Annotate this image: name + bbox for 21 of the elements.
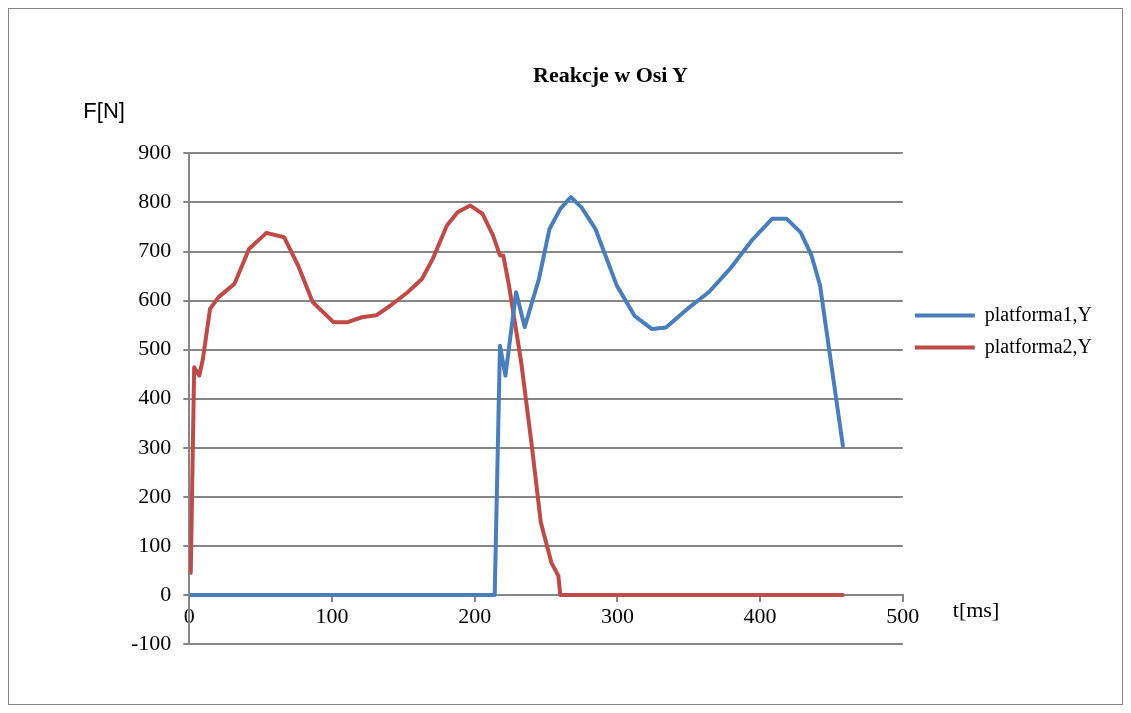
y-tick-label: 0	[160, 580, 172, 606]
x-tick-label: 400	[743, 602, 777, 628]
x-tick-label: 200	[458, 602, 492, 628]
x-tick-label: 100	[315, 602, 349, 628]
x-tick-label: 500	[886, 602, 920, 628]
y-tick-label: 300	[138, 433, 172, 459]
y-tick-label: 500	[138, 335, 172, 361]
y-tick-label: 100	[138, 531, 172, 557]
legend-label: platforma2,Y	[984, 334, 1092, 358]
y-axis-title: F[N]	[83, 98, 125, 124]
y-tick-label: 400	[138, 384, 172, 410]
y-tick-label: -100	[131, 629, 172, 655]
x-tick-label: 300	[600, 602, 634, 628]
y-tick-label: 900	[138, 139, 172, 165]
legend-label: platforma1,Y	[984, 302, 1092, 326]
y-tick-label: 700	[138, 237, 172, 263]
y-tick-label: 800	[138, 188, 172, 214]
y-tick-label: 600	[138, 286, 172, 312]
x-axis-title: t[ms]	[952, 596, 1000, 622]
chart-title: Reakcje w Osi Y	[533, 61, 689, 87]
y-tick-label: 200	[138, 482, 172, 508]
